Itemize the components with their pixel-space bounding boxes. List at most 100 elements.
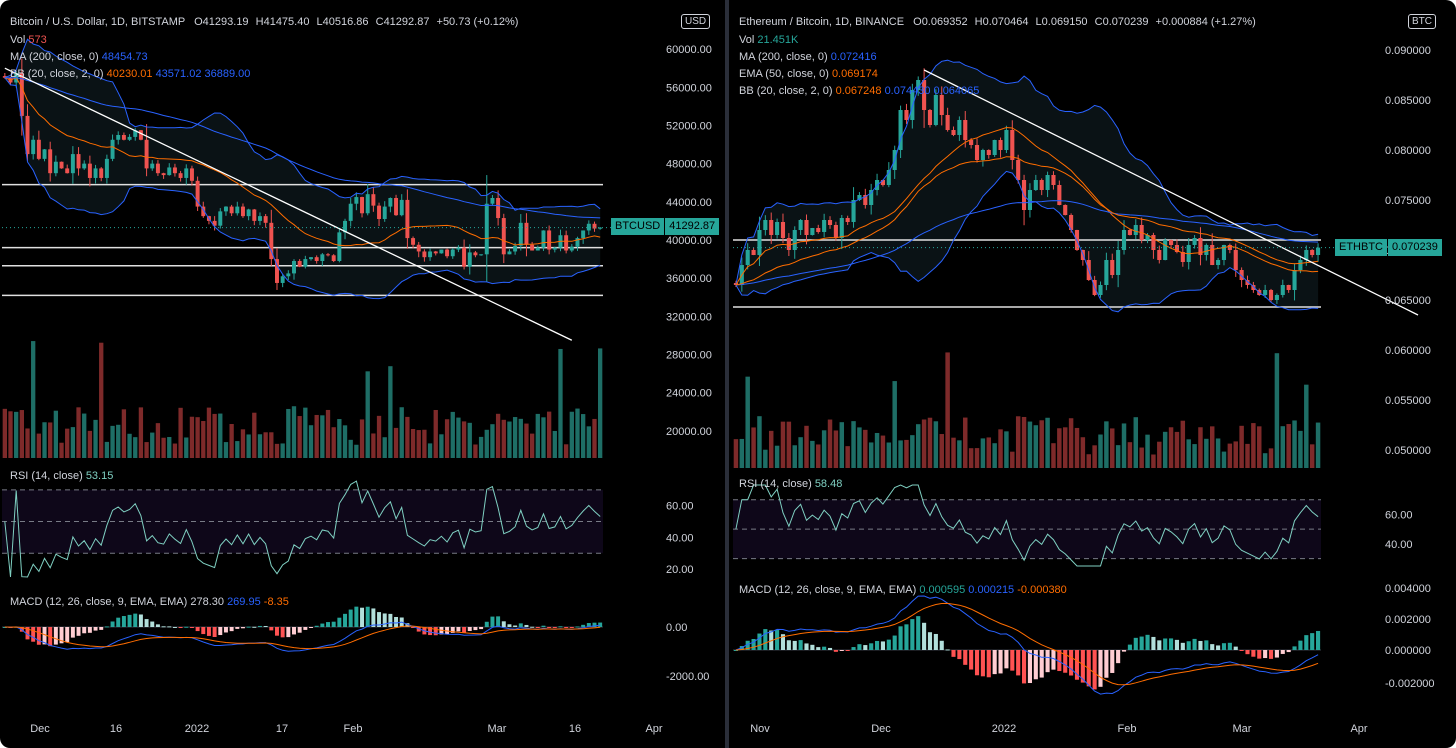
volume-bar (297, 416, 302, 458)
volume-bar (757, 416, 762, 468)
panel-divider[interactable] (725, 0, 729, 748)
candle-body (763, 220, 768, 230)
ethbtc-chart-panel[interactable]: 0.0900000.0850000.0800000.0750000.070000… (729, 0, 1456, 748)
macd-histogram-bar (326, 622, 330, 627)
volume-bar (59, 442, 64, 458)
candle-body (337, 232, 342, 261)
eth-legend-bb[interactable]: BB (20, close, 2, 0) 0.067248 0.074430 0… (739, 85, 980, 97)
macd-histogram-bar (229, 627, 234, 632)
volume-bar (586, 426, 591, 458)
btc-legend-bb[interactable]: BB (20, close, 2, 0) 40230.01 43571.02 3… (10, 68, 251, 80)
macd-histogram-bar (223, 627, 228, 633)
candle-body (547, 230, 552, 250)
candle-body (857, 195, 862, 200)
bb-upper-line (4, 38, 601, 211)
macd-histogram-bar (462, 627, 467, 633)
volume-bar (1286, 424, 1291, 468)
candle-body (957, 120, 962, 135)
eth-macd-legend[interactable]: MACD (12, 26, close, 9, EMA, EMA) 0.0005… (739, 584, 1067, 596)
candle-body (223, 206, 228, 212)
macd-histogram-bar (816, 647, 821, 650)
btc-symbol-title: Bitcoin / U.S. Dollar, 1D, BITSTAMP (10, 16, 186, 28)
macd-histogram-bar (110, 621, 115, 627)
macd-histogram-bar (275, 627, 279, 636)
candle-body (1216, 260, 1221, 265)
candle-body (1174, 245, 1179, 252)
ethbtc-chart-canvas[interactable]: 0.0900000.0850000.0800000.0750000.070000… (729, 0, 1456, 748)
candle-body (1027, 190, 1032, 210)
candle-body (581, 230, 586, 239)
macd-histogram-bar (851, 647, 856, 650)
volume-bar (774, 445, 780, 468)
btc-macd-legend[interactable]: MACD (12, 26, close, 9, EMA, EMA) 278.30… (10, 596, 289, 608)
macd-histogram-bar (467, 627, 472, 632)
btcusd-chart-canvas[interactable]: 60000.00 56000.00 52000.00 48000.00 44000.00… (0, 0, 725, 748)
candle-body (535, 247, 540, 251)
candle-body (167, 167, 172, 176)
volume-bar (839, 422, 845, 468)
volume-bar (450, 411, 455, 458)
eth-currency-badge[interactable]: BTC (1408, 14, 1436, 29)
volume-bar (405, 416, 410, 458)
candle-body (110, 139, 115, 159)
time-axis-label: Feb (344, 723, 363, 735)
candle-body (898, 110, 903, 150)
candle-body (490, 198, 495, 204)
macd-histogram-bar (927, 632, 933, 650)
macd-axis-tick: 0.002000 (1385, 614, 1431, 626)
btc-legend-vol[interactable]: Vol 573 (10, 34, 47, 46)
candle-body (1239, 270, 1244, 280)
macd-histogram-bar (733, 650, 738, 651)
candle-body (880, 180, 885, 185)
btc-legend-ma[interactable]: MA (200, close, 0) 48454.73 (10, 51, 148, 63)
candle-body (456, 247, 461, 250)
macd-histogram-bar (1204, 640, 1209, 650)
volume-bar (1304, 384, 1309, 468)
macd-histogram-bar (1221, 643, 1227, 650)
eth-legend-ema[interactable]: EMA (50, close, 0) 0.069174 (739, 68, 878, 80)
macd-histogram-bar (1251, 650, 1256, 657)
candle-body (980, 150, 985, 160)
eth-legend-vol[interactable]: Vol 21.451K (739, 34, 799, 46)
candle-body (1298, 260, 1303, 270)
candle-body (450, 249, 455, 257)
macd-histogram-bar (280, 627, 285, 638)
candle-body (939, 95, 944, 115)
candle-body (422, 251, 427, 258)
volume-bar (1098, 434, 1103, 468)
price-axis-tick: 32000.00 (666, 311, 712, 323)
volume-bar (780, 421, 786, 468)
eth-legend-ma[interactable]: MA (200, close, 0) 0.072416 (739, 51, 877, 63)
macd-histogram-bar (786, 640, 791, 650)
volume-bar (1133, 417, 1139, 468)
bb-lower-line (4, 77, 601, 300)
btc-rsi-legend[interactable]: RSI (14, close) 53.15 (10, 470, 114, 482)
candle-body (218, 211, 223, 226)
btc-low: L40516.86 (316, 16, 369, 28)
macd-histogram-bar (167, 626, 172, 628)
candle-body (751, 250, 756, 255)
macd-histogram-bar (839, 650, 844, 651)
candle-body (246, 209, 251, 217)
volume-bar (393, 427, 399, 458)
candle-body (365, 194, 370, 214)
candle-body (945, 115, 950, 130)
macd-histogram-bar (1268, 650, 1274, 659)
volume-bar (546, 411, 552, 458)
volume-bar (263, 432, 268, 458)
candle-body (798, 220, 803, 230)
volume-bar (851, 421, 856, 468)
candle-body (1251, 285, 1256, 290)
macd-histogram-bar (880, 641, 885, 650)
candle-body (1245, 280, 1250, 285)
btcusd-chart-panel[interactable]: 60000.00 56000.00 52000.00 48000.00 44000.00… (0, 0, 725, 748)
candle-body (1104, 260, 1109, 285)
bb-upper-line (735, 59, 1319, 286)
btc-currency-badge[interactable]: USD (681, 14, 711, 29)
volume-bar (195, 417, 200, 458)
volume-bar (751, 427, 756, 468)
candle-body (138, 130, 143, 140)
volume-bar (286, 408, 291, 458)
eth-rsi-legend[interactable]: RSI (14, close) 58.48 (739, 478, 843, 490)
time-axis-label: Mar (488, 723, 507, 735)
